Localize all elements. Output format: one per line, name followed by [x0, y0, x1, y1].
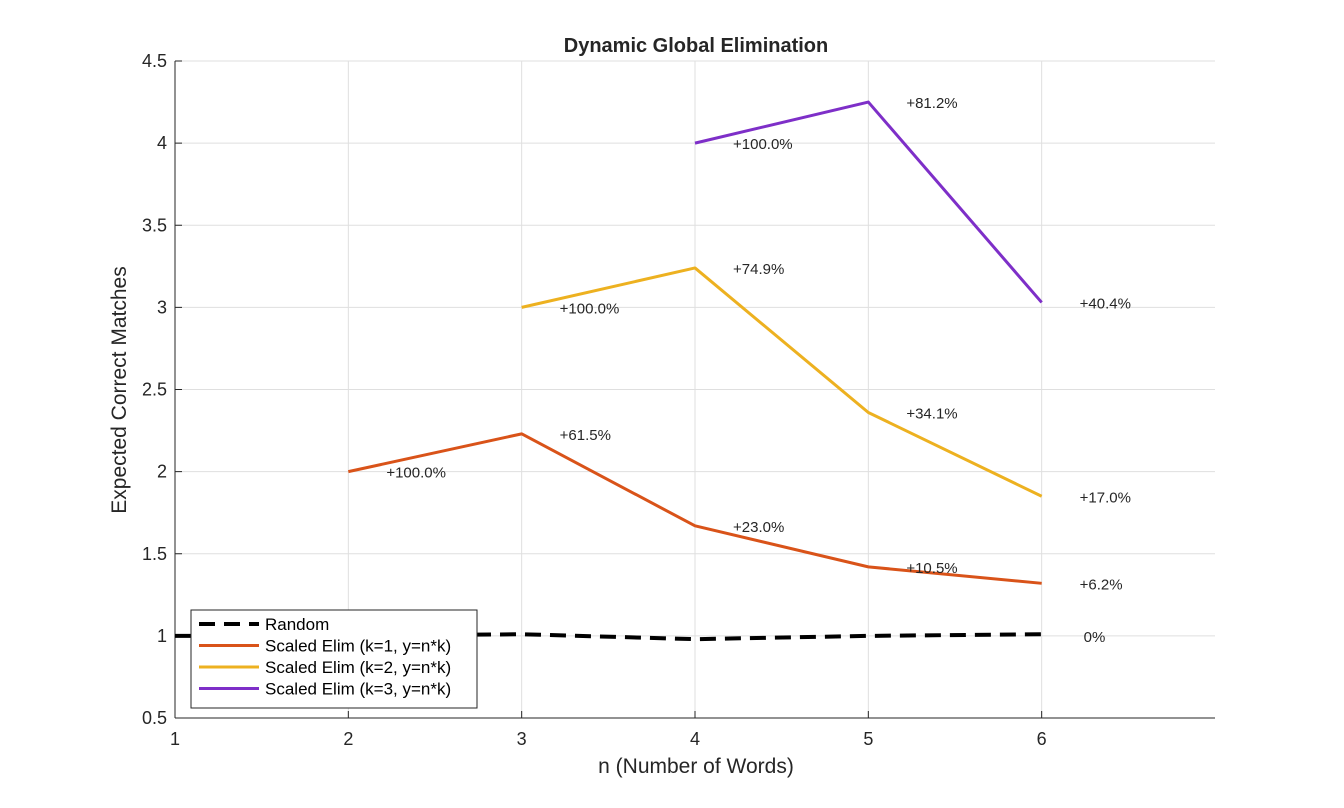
series-lines	[175, 100, 1043, 642]
y-tick-label: 1	[157, 626, 167, 646]
legend-entry: Scaled Elim (k=3, y=n*k)	[265, 680, 451, 699]
data-label: +100.0%	[560, 300, 620, 317]
y-tick-label: 2	[157, 462, 167, 482]
data-label: +23.0%	[733, 519, 784, 536]
x-tick-label: 5	[863, 729, 873, 749]
x-tick-label: 2	[343, 729, 353, 749]
x-tick-label: 4	[690, 729, 700, 749]
x-tick-label: 6	[1037, 729, 1047, 749]
data-label: +81.2%	[906, 95, 957, 112]
data-label: +10.5%	[906, 560, 957, 577]
data-label: +100.0%	[733, 136, 793, 153]
y-tick-label: 2.5	[142, 380, 167, 400]
y-tick-label: 4.5	[142, 51, 167, 71]
y-axis-label: Expected Correct Matches	[108, 266, 131, 513]
legend-entry: Scaled Elim (k=1, y=n*k)	[265, 637, 451, 656]
y-tick-label: 3.5	[142, 215, 167, 235]
data-label: +40.4%	[1080, 295, 1131, 312]
legend: Random Scaled Elim (k=1, y=n*k) Scaled Eli…	[190, 609, 478, 709]
series-line-1	[175, 632, 1042, 642]
series-line-3	[521, 266, 1043, 498]
y-tick-label: 4	[157, 133, 167, 153]
data-label: 0%	[1084, 629, 1106, 646]
chart-title: Dynamic Global Elimination	[564, 35, 829, 57]
legend-box	[190, 609, 478, 709]
legend-entry: Random	[265, 615, 329, 634]
series-line-4	[694, 100, 1043, 304]
x-axis-label: n (Number of Words)	[598, 755, 794, 778]
x-tick-label: 3	[517, 729, 527, 749]
y-tick-label: 0.5	[142, 708, 167, 728]
data-label: +34.1%	[906, 405, 957, 422]
data-label: +17.0%	[1080, 489, 1131, 506]
y-tick-label: 1.5	[142, 544, 167, 564]
data-label: +6.2%	[1080, 576, 1123, 593]
data-label: +61.5%	[560, 427, 611, 444]
series-line-2	[348, 432, 1042, 585]
data-label: +100.0%	[386, 465, 446, 482]
y-tick-label: 3	[157, 297, 167, 317]
axes: 1 2 3 4 5 60.511.522.533.544.5	[142, 51, 1215, 749]
data-label: +74.9%	[733, 261, 784, 278]
annotations: +100.0% +61.5% +23.0% +10.5% +6.2% +100.0% +74…	[386, 95, 1131, 646]
x-tick-label: 1	[170, 729, 180, 749]
legend-entry: Scaled Elim (k=2, y=n*k)	[265, 658, 451, 677]
